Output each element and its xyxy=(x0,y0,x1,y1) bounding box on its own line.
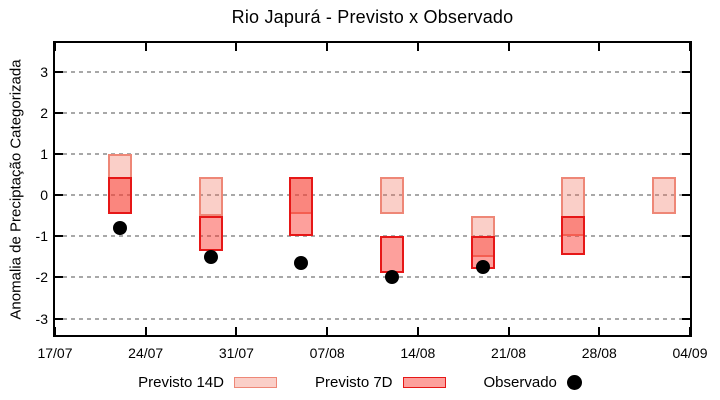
y-tick-left xyxy=(55,276,63,279)
x-tick-bottom xyxy=(507,327,510,335)
y-tick-right xyxy=(682,194,690,197)
legend-label-previsto-7d: Previsto 7D xyxy=(314,374,393,391)
y-tick-label: 2 xyxy=(40,104,48,121)
observado-dot xyxy=(294,256,309,271)
y-tick-left xyxy=(55,111,63,114)
legend-item-previsto-14d: Previsto 14D xyxy=(138,374,277,391)
x-tick-top xyxy=(54,43,56,51)
gridline xyxy=(55,153,690,156)
plot-area xyxy=(53,41,692,337)
y-tick-right xyxy=(682,235,690,238)
gridline xyxy=(55,276,690,279)
y-tick-left xyxy=(55,70,63,73)
gridline xyxy=(55,235,690,238)
y-tick-right xyxy=(682,70,690,73)
observado-dot xyxy=(384,270,399,285)
y-tick-left xyxy=(55,235,63,238)
x-tick-top xyxy=(235,43,238,51)
legend-label-previsto-14d: Previsto 14D xyxy=(138,374,224,391)
x-tick-bottom xyxy=(416,327,419,335)
previsto-7d-swatch-icon xyxy=(402,377,446,388)
bar-previsto-14d xyxy=(379,176,404,214)
bar-previsto-7d xyxy=(107,176,132,214)
bar-previsto-7d xyxy=(289,176,314,237)
x-tick-top xyxy=(416,43,419,51)
previsto-14d-swatch-icon xyxy=(233,377,277,388)
observado-dot xyxy=(112,221,127,236)
legend-item-observado: Observado xyxy=(484,374,582,391)
x-tick-bottom xyxy=(326,327,329,335)
x-tick-label: 31/07 xyxy=(218,345,254,361)
x-tick-top xyxy=(144,43,147,51)
x-tick-bottom xyxy=(598,327,601,335)
x-tick-label: 14/08 xyxy=(400,345,436,361)
y-tick-left xyxy=(55,317,63,320)
y-tick-right xyxy=(682,276,690,279)
gridline xyxy=(55,317,690,320)
bar-previsto-7d xyxy=(198,215,223,251)
x-tick-top xyxy=(326,43,329,51)
y-tick-left xyxy=(55,153,63,156)
y-tick-label: -2 xyxy=(35,269,48,286)
observado-dot xyxy=(475,260,490,275)
y-tick-label: 3 xyxy=(40,63,48,80)
y-tick-left xyxy=(55,194,63,197)
legend-label-observado: Observado xyxy=(483,374,557,391)
y-tick-label: -1 xyxy=(35,228,48,245)
x-tick-label: 17/07 xyxy=(37,345,73,361)
x-tick-bottom xyxy=(235,327,238,335)
x-tick-label: 24/07 xyxy=(128,345,164,361)
bar-previsto-14d xyxy=(561,176,586,237)
gridline xyxy=(55,111,690,114)
x-tick-bottom xyxy=(144,327,147,335)
legend-item-previsto-7d: Previsto 7D xyxy=(315,374,446,391)
y-tick-right xyxy=(682,153,690,156)
y-tick-right xyxy=(682,317,690,320)
bar-previsto-14d xyxy=(198,176,223,216)
x-tick-label: 04/09 xyxy=(672,345,708,361)
y-tick-right xyxy=(682,111,690,114)
x-tick-top xyxy=(689,43,691,51)
x-tick-bottom xyxy=(54,327,56,335)
bar-previsto-14d xyxy=(652,176,677,214)
x-tick-label: 21/08 xyxy=(491,345,527,361)
bar-previsto-7d xyxy=(379,236,404,274)
gridline xyxy=(55,70,690,73)
x-tick-top xyxy=(507,43,510,51)
gridline xyxy=(55,194,690,197)
x-tick-label: 07/08 xyxy=(309,345,345,361)
legend: Previsto 14D Previsto 7D Observado xyxy=(0,374,720,391)
y-tick-label: 0 xyxy=(40,187,48,204)
y-tick-label: -3 xyxy=(35,310,48,327)
observado-dot-icon xyxy=(566,375,582,390)
x-tick-bottom xyxy=(689,327,691,335)
bar-previsto-7d xyxy=(561,215,586,255)
y-tick-label: 1 xyxy=(40,146,48,163)
x-tick-top xyxy=(598,43,601,51)
observado-dot xyxy=(203,249,218,264)
x-tick-label: 28/08 xyxy=(581,345,617,361)
chart-title: Rio Japurá - Previsto x Observado xyxy=(231,7,514,27)
